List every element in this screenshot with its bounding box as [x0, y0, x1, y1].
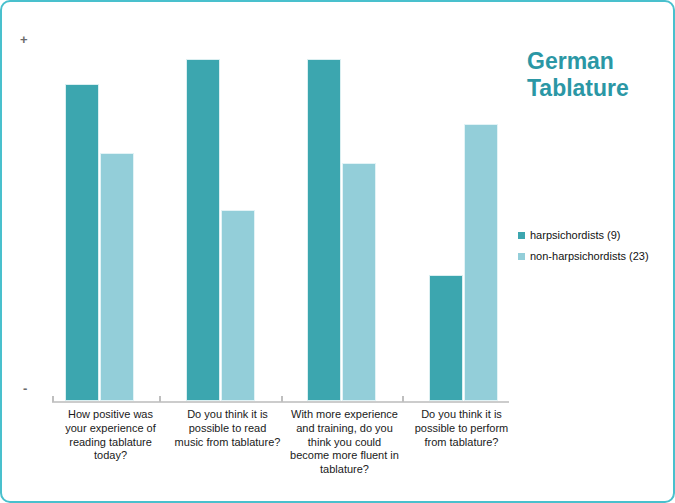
category-label-1: How positive was your experience of read… — [52, 408, 169, 477]
category-label-4: Do you think it is possible to perform f… — [403, 408, 520, 477]
bar-non-harpsichordists-group-3 — [342, 163, 376, 401]
x-axis-tick-3 — [281, 396, 283, 402]
y-axis-max-label: + — [20, 32, 28, 47]
legend-label: non-harpsichordists (23) — [530, 250, 649, 262]
y-axis-min-label: - — [23, 381, 27, 396]
bar-harpsichordists-group-3 — [307, 59, 341, 401]
bar-non-harpsichordists-group-2 — [221, 210, 255, 401]
bar-harpsichordists-group-2 — [186, 59, 220, 401]
category-label-2: Do you think it is possible to read musi… — [169, 408, 286, 477]
bar-harpsichordists-group-1 — [65, 84, 99, 401]
legend: harpsichordists (9) non-harpsichordists (… — [518, 229, 649, 271]
bar-non-harpsichordists-group-1 — [100, 153, 134, 401]
category-labels-row: How positive was your experience of read… — [52, 408, 520, 477]
legend-item-non-harpsichordists: non-harpsichordists (23) — [518, 250, 649, 262]
chart-frame: + - How positive was your experience of … — [0, 0, 675, 503]
chart-title: German Tablature — [527, 48, 652, 102]
legend-item-harpsichordists: harpsichordists (9) — [518, 229, 649, 241]
bar-harpsichordists-group-4 — [429, 275, 463, 401]
bar-non-harpsichordists-group-4 — [464, 124, 498, 401]
legend-swatch-icon — [518, 253, 525, 260]
x-axis-tick-1 — [52, 396, 54, 402]
x-axis-tick-2 — [159, 396, 161, 402]
plot-area — [52, 41, 509, 401]
x-axis-tick-4 — [402, 396, 404, 402]
x-axis-line — [52, 401, 509, 403]
category-label-3: With more experience and training, do yo… — [286, 408, 403, 477]
legend-label: harpsichordists (9) — [530, 229, 620, 241]
legend-swatch-icon — [518, 232, 525, 239]
